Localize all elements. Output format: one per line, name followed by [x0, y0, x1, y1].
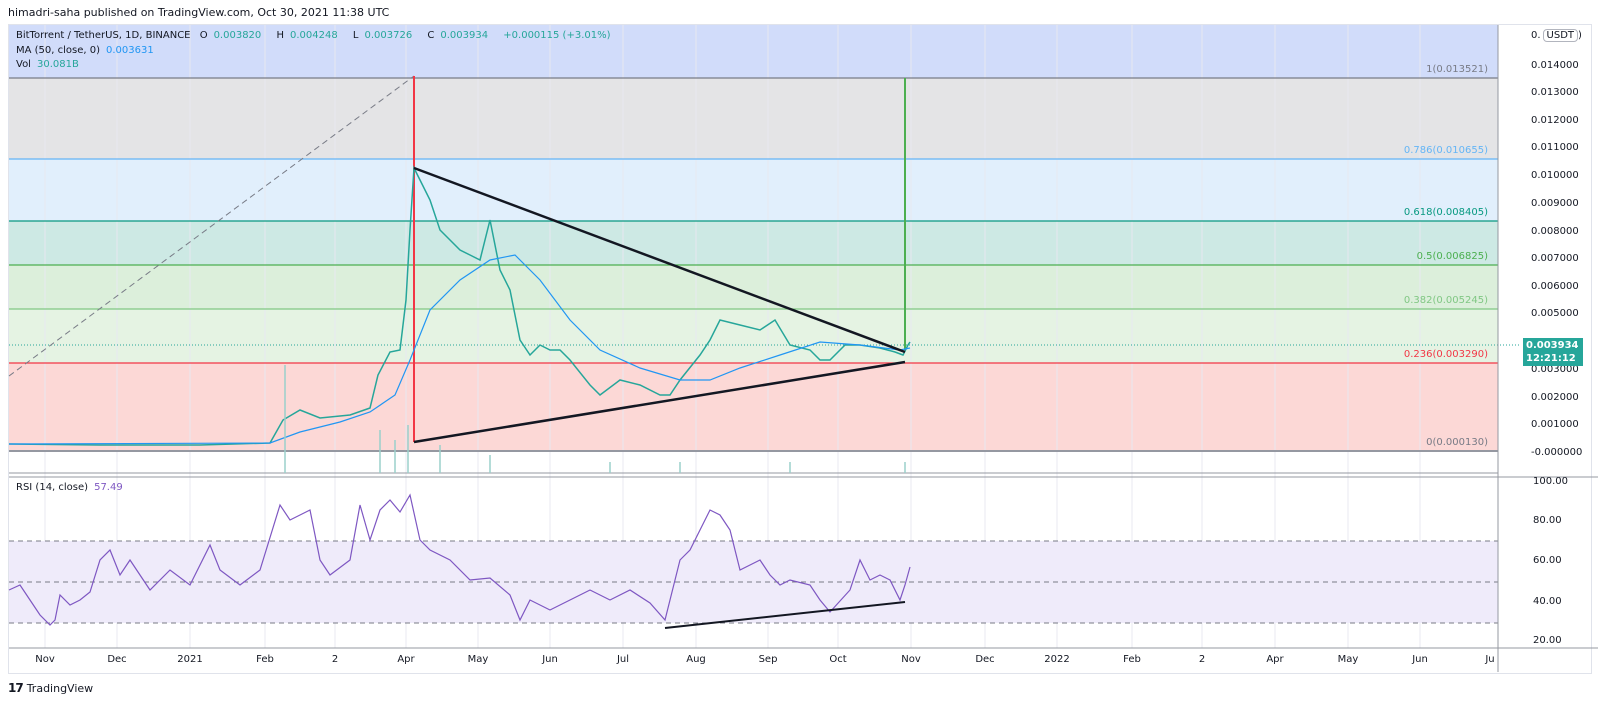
price-tick: 0.010000	[1531, 170, 1579, 181]
price-tick: 0.008000	[1531, 226, 1579, 237]
time-tick: Nov	[35, 654, 55, 665]
time-tick: Ju	[1485, 654, 1495, 665]
rsi-tick: 40.00	[1533, 596, 1562, 607]
bar-countdown: 12:21:12	[1526, 353, 1576, 364]
brand-name: TradingView	[26, 681, 94, 695]
price-tick: 0.003000	[1531, 364, 1579, 375]
fib-level-label: 0.786(0.010655)	[1403, 145, 1488, 156]
time-tick: May	[1337, 654, 1359, 665]
close-value: 0.003934	[440, 30, 489, 41]
last-price-tag: 0.003934 12:21:12	[1523, 338, 1583, 366]
time-tick: 2021	[177, 654, 203, 665]
fib-level-label: 0(0.000130)	[1426, 437, 1488, 448]
tradingview-logo[interactable]: 17 TradingView	[8, 681, 93, 695]
symbol-title[interactable]: BitTorrent / TetherUS, 1D, BINANCE	[16, 30, 191, 41]
rsi-tick: 20.00	[1533, 635, 1562, 646]
time-tick: 2	[331, 654, 339, 665]
price-tick: 0.014000	[1531, 60, 1579, 71]
time-tick: Apr	[397, 654, 415, 665]
time-tick: Jul	[616, 654, 630, 665]
series-legend: BitTorrent / TetherUS, 1D, BINANCE O 0.00…	[16, 29, 617, 73]
fib-level-label: 1(0.013521)	[1426, 64, 1488, 75]
fib-level-label: 0.236(0.003290)	[1403, 349, 1488, 360]
price-series	[8, 165, 911, 446]
price-tick: 0.007000	[1531, 253, 1579, 264]
high-label: H	[276, 30, 284, 41]
last-price: 0.003934	[1526, 340, 1579, 351]
ma-value: 0.003631	[106, 44, 154, 56]
time-tick: Feb	[256, 654, 274, 665]
time-tick: 2022	[1044, 654, 1070, 665]
price-tick: 0.013000	[1531, 87, 1579, 98]
high-value: 0.004248	[290, 30, 338, 41]
time-tick: Dec	[107, 654, 127, 665]
rsi-band	[9, 541, 1498, 623]
rsi-line	[8, 493, 911, 626]
rsi-trendline	[664, 601, 906, 629]
fib-level-label: 0.5(0.006825)	[1416, 251, 1488, 262]
time-tick: May	[467, 654, 489, 665]
time-tick: Jun	[1412, 654, 1428, 665]
low-label: L	[352, 30, 359, 41]
price-tick: 0.009000	[1531, 198, 1579, 209]
change-value: +0.000115 (+3.01%)	[503, 30, 611, 41]
open-label: O	[199, 30, 208, 41]
volume-bars	[284, 365, 906, 473]
vol-value: 30.081B	[36, 59, 79, 70]
time-tick: Nov	[901, 654, 921, 665]
price-tick: 0.006000	[1531, 281, 1579, 292]
time-tick: Feb	[1123, 654, 1141, 665]
currency-label: USDT	[1542, 29, 1579, 42]
fib-zones	[9, 25, 1498, 451]
price-tick: 0.005000	[1531, 308, 1579, 319]
price-tick: 0.011000	[1531, 142, 1579, 153]
fib-level-label: 0.618(0.008405)	[1403, 207, 1488, 218]
rsi-tick: 100.00	[1533, 476, 1568, 487]
rsi-label[interactable]: RSI (14, close)	[16, 482, 89, 493]
vol-label[interactable]: Vol	[16, 59, 31, 70]
close-label: C	[427, 30, 435, 41]
currency-selector[interactable]: 0. USDT)	[1531, 29, 1582, 42]
time-tick: Oct	[829, 654, 847, 665]
time-tick: Apr	[1266, 654, 1284, 665]
rsi-legend: RSI (14, close) 57.49	[16, 482, 123, 493]
price-tick: -0.000000	[1531, 447, 1583, 458]
ma-line	[8, 254, 911, 445]
time-tick: 2	[1198, 654, 1206, 665]
time-tick: Aug	[686, 654, 706, 665]
open-value: 0.003820	[213, 30, 262, 41]
rsi-tick: 60.00	[1533, 555, 1562, 566]
price-tick: 0.001000	[1531, 419, 1579, 430]
time-tick: Sep	[758, 654, 778, 665]
time-tick: Dec	[975, 654, 995, 665]
chart-frame	[8, 24, 1592, 674]
tradingview-logo-icon: 17	[8, 681, 24, 695]
low-value: 0.003726	[364, 30, 413, 41]
ma-label[interactable]: MA (50, close, 0)	[16, 44, 101, 56]
rsi-value: 57.49	[94, 482, 123, 493]
price-tick: 0.012000	[1531, 115, 1579, 126]
fib-level-label: 0.382(0.005245)	[1403, 295, 1488, 306]
price-tick: 0.002000	[1531, 392, 1579, 403]
rsi-tick: 80.00	[1533, 515, 1562, 526]
published-byline: himadri-saha published on TradingView.co…	[8, 6, 390, 19]
time-tick: Jun	[542, 654, 558, 665]
